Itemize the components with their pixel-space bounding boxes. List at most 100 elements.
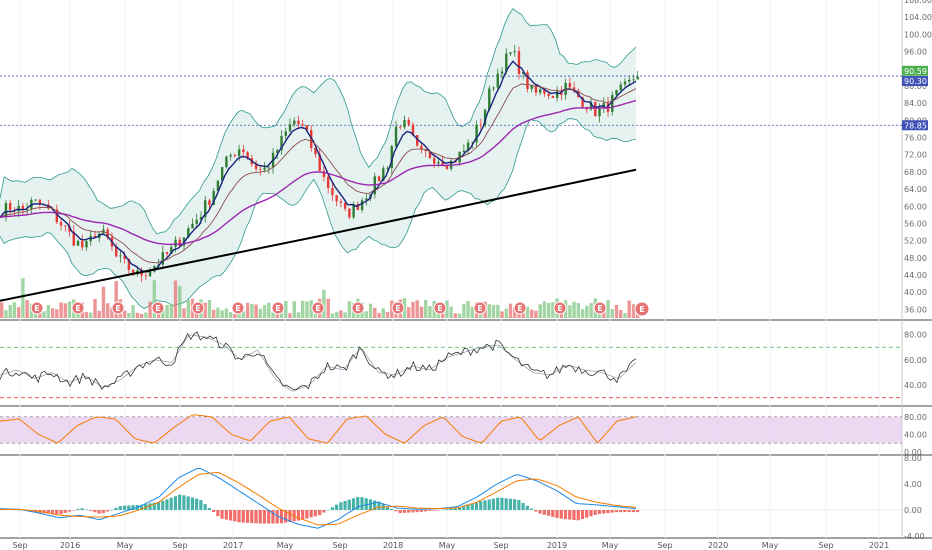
candle-body	[174, 239, 177, 247]
x-tick-label: 2017	[223, 541, 243, 550]
macd-histogram-bar	[585, 510, 589, 518]
candle-body	[343, 202, 347, 209]
macd-histogram-bar	[436, 510, 440, 511]
volume-bar	[407, 307, 411, 318]
candle-body	[8, 203, 12, 210]
volume-bar	[165, 304, 169, 318]
candle-body	[602, 103, 605, 108]
candle-body	[21, 205, 25, 210]
candle-body	[416, 135, 419, 146]
candle-body	[284, 131, 287, 136]
earnings-circle	[593, 301, 607, 315]
macd-histogram-bar	[284, 510, 288, 523]
candle-body	[144, 275, 148, 277]
candle-body	[55, 209, 59, 223]
macd-histogram-bar	[496, 497, 500, 510]
earnings-label: E	[115, 304, 120, 313]
x-tick-label: 2018	[383, 541, 403, 550]
volume-bar	[364, 311, 368, 318]
candle-body	[505, 53, 508, 72]
volume-bar	[589, 303, 593, 318]
rsi-signal-line	[0, 334, 637, 392]
macd-histogram-bar	[631, 510, 635, 513]
candle-body	[534, 85, 538, 93]
candle-body	[339, 201, 343, 203]
price-badge	[902, 65, 928, 76]
volume-bar	[534, 310, 538, 318]
candle-body	[314, 148, 317, 155]
candle-body	[356, 204, 360, 211]
price-badge-text: 90.59	[904, 67, 927, 76]
macd-histogram-bar	[347, 499, 351, 510]
candle-body	[526, 72, 529, 89]
macd-histogram-bar	[538, 510, 542, 514]
earnings-label: E	[195, 304, 200, 313]
volume-bar	[411, 301, 415, 318]
macd-histogram-bar	[360, 497, 364, 510]
candle-body	[445, 166, 449, 169]
macd-histogram-bar	[491, 498, 496, 510]
candle-body	[632, 79, 635, 81]
macd-histogram-bar	[368, 499, 373, 510]
macd-histogram-bar	[627, 510, 631, 513]
price-badge-text: 78.85	[904, 121, 927, 130]
earnings-label: E	[34, 304, 39, 313]
volume-bar	[521, 312, 525, 318]
candle-body	[25, 209, 29, 210]
candle-body	[623, 81, 627, 85]
volume-bar	[12, 302, 17, 318]
macd-histogram-bar	[500, 497, 504, 510]
volume-bar	[89, 312, 93, 318]
candle-body	[386, 167, 389, 169]
volume-bar	[169, 303, 173, 318]
candle-body	[475, 124, 478, 143]
earnings-label: E	[557, 304, 562, 313]
volume-bar	[173, 280, 178, 318]
candle-body	[195, 219, 198, 224]
candle-body	[509, 52, 512, 54]
volume-bar	[101, 286, 106, 318]
earnings-marker: E	[271, 301, 285, 315]
volume-bar	[551, 302, 555, 318]
macd-histogram-bar	[46, 510, 50, 514]
macd-histogram-bar	[576, 510, 580, 521]
candle-body	[437, 161, 440, 164]
volume-bar	[182, 308, 186, 318]
stochastic-band	[0, 416, 902, 444]
volume-bar	[424, 299, 428, 318]
volume-bar	[161, 307, 165, 318]
candle-body	[191, 223, 194, 229]
volume-bar	[542, 301, 547, 318]
volume-bar	[377, 312, 381, 318]
macd-histogram-bar	[521, 502, 525, 510]
candle-body	[326, 176, 330, 188]
macd-histogram-bar	[525, 505, 529, 510]
candle-body	[441, 161, 444, 167]
candle-body	[288, 124, 292, 132]
volume-bar	[368, 303, 373, 318]
macd-histogram-bar	[262, 510, 267, 524]
macd-tick-label: 8.00	[904, 454, 922, 463]
earnings-label: E	[75, 304, 80, 313]
macd-histogram-bar	[546, 510, 551, 516]
earnings-circle	[231, 301, 245, 315]
volume-bar	[538, 304, 542, 318]
candle-body	[68, 226, 71, 232]
macd-histogram-bar	[288, 510, 292, 522]
stochastic-tick-label: 80.00	[904, 413, 927, 422]
earnings-marker: E	[634, 301, 650, 317]
ema-fast-line	[0, 60, 637, 273]
volume-bar	[631, 304, 636, 318]
macd-histogram-bar	[394, 510, 398, 512]
earnings-circle	[351, 301, 365, 315]
macd-histogram-bar	[530, 508, 534, 510]
candle-body	[382, 168, 385, 182]
candle-body	[204, 200, 207, 218]
candle-body	[331, 187, 334, 196]
candle-body	[242, 149, 245, 153]
macd-histogram-bar	[241, 510, 245, 523]
volume-bar	[42, 311, 46, 318]
earnings-label: E	[355, 304, 360, 313]
x-tick-label: 2019	[547, 541, 567, 550]
